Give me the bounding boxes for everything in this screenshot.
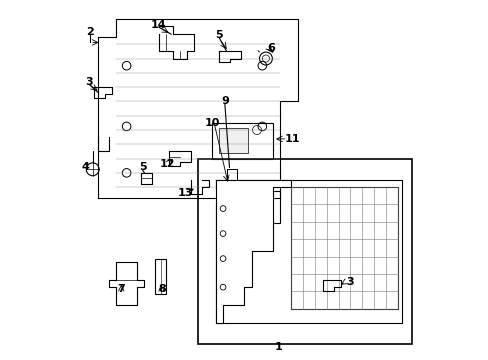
Text: 14: 14 bbox=[151, 19, 166, 30]
Text: 5: 5 bbox=[215, 30, 223, 40]
Polygon shape bbox=[216, 180, 290, 323]
Text: 5: 5 bbox=[139, 162, 146, 172]
Text: 8: 8 bbox=[158, 284, 166, 294]
Text: 7: 7 bbox=[117, 284, 125, 294]
Text: 2: 2 bbox=[86, 27, 94, 37]
Bar bbox=[212, 123, 272, 158]
Text: 11: 11 bbox=[285, 134, 300, 144]
Text: 10: 10 bbox=[204, 118, 220, 128]
Text: 13: 13 bbox=[178, 188, 193, 198]
Text: 9: 9 bbox=[221, 96, 228, 107]
Text: 3: 3 bbox=[346, 277, 353, 287]
Bar bbox=[237, 191, 280, 223]
Bar bbox=[155, 258, 165, 294]
Bar bbox=[198, 158, 411, 344]
Text: 12: 12 bbox=[160, 159, 175, 169]
Text: 6: 6 bbox=[267, 43, 275, 53]
Text: 1: 1 bbox=[274, 342, 282, 352]
Bar bbox=[290, 187, 397, 309]
Text: 4: 4 bbox=[81, 162, 89, 172]
Text: 3: 3 bbox=[85, 77, 93, 87]
Bar bbox=[219, 128, 247, 153]
